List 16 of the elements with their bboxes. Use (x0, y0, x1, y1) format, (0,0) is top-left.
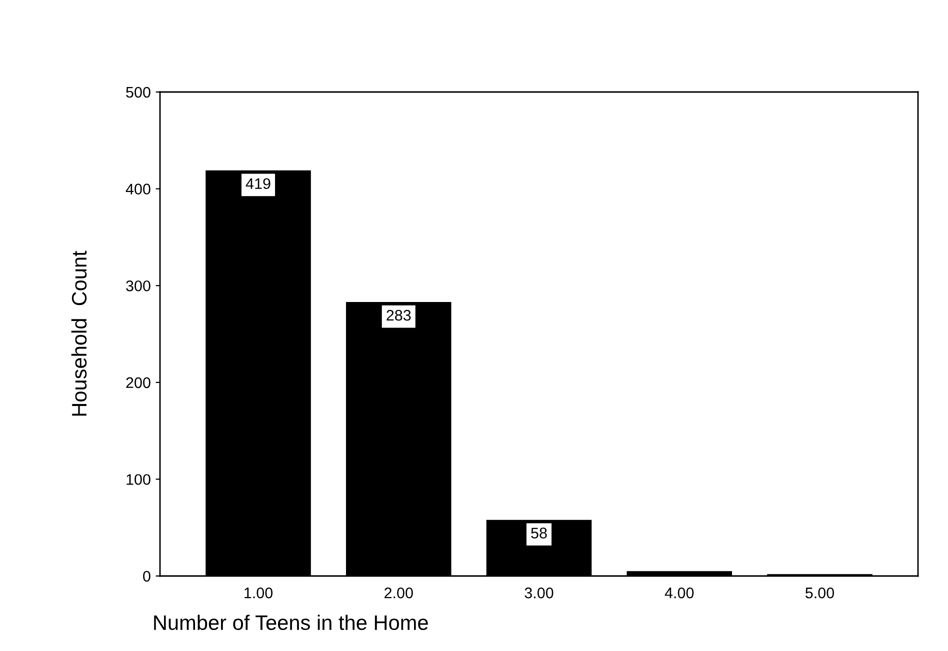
y-tick-label: 0 (143, 570, 150, 582)
y-axis-title: Household Count (71, 250, 87, 416)
data-label: 283 (386, 310, 411, 321)
data-label: 58 (531, 528, 547, 538)
x-tick-label: 5.00 (805, 588, 834, 598)
y-tick-label: 400 (126, 184, 150, 194)
y-tick-label: 100 (126, 474, 150, 485)
x-tick-label: 1.00 (244, 588, 273, 598)
y-tick-label: 300 (126, 280, 150, 292)
x-tick-label: 4.00 (664, 588, 694, 598)
y-tick-label: 500 (126, 86, 150, 98)
data-label: 419 (246, 178, 270, 190)
x-axis-title: Number of Teens in the Home (154, 614, 428, 630)
x-tick-label: 3.00 (524, 588, 554, 598)
y-tick-label: 200 (126, 377, 150, 388)
x-tick-label: 2.00 (384, 588, 413, 598)
